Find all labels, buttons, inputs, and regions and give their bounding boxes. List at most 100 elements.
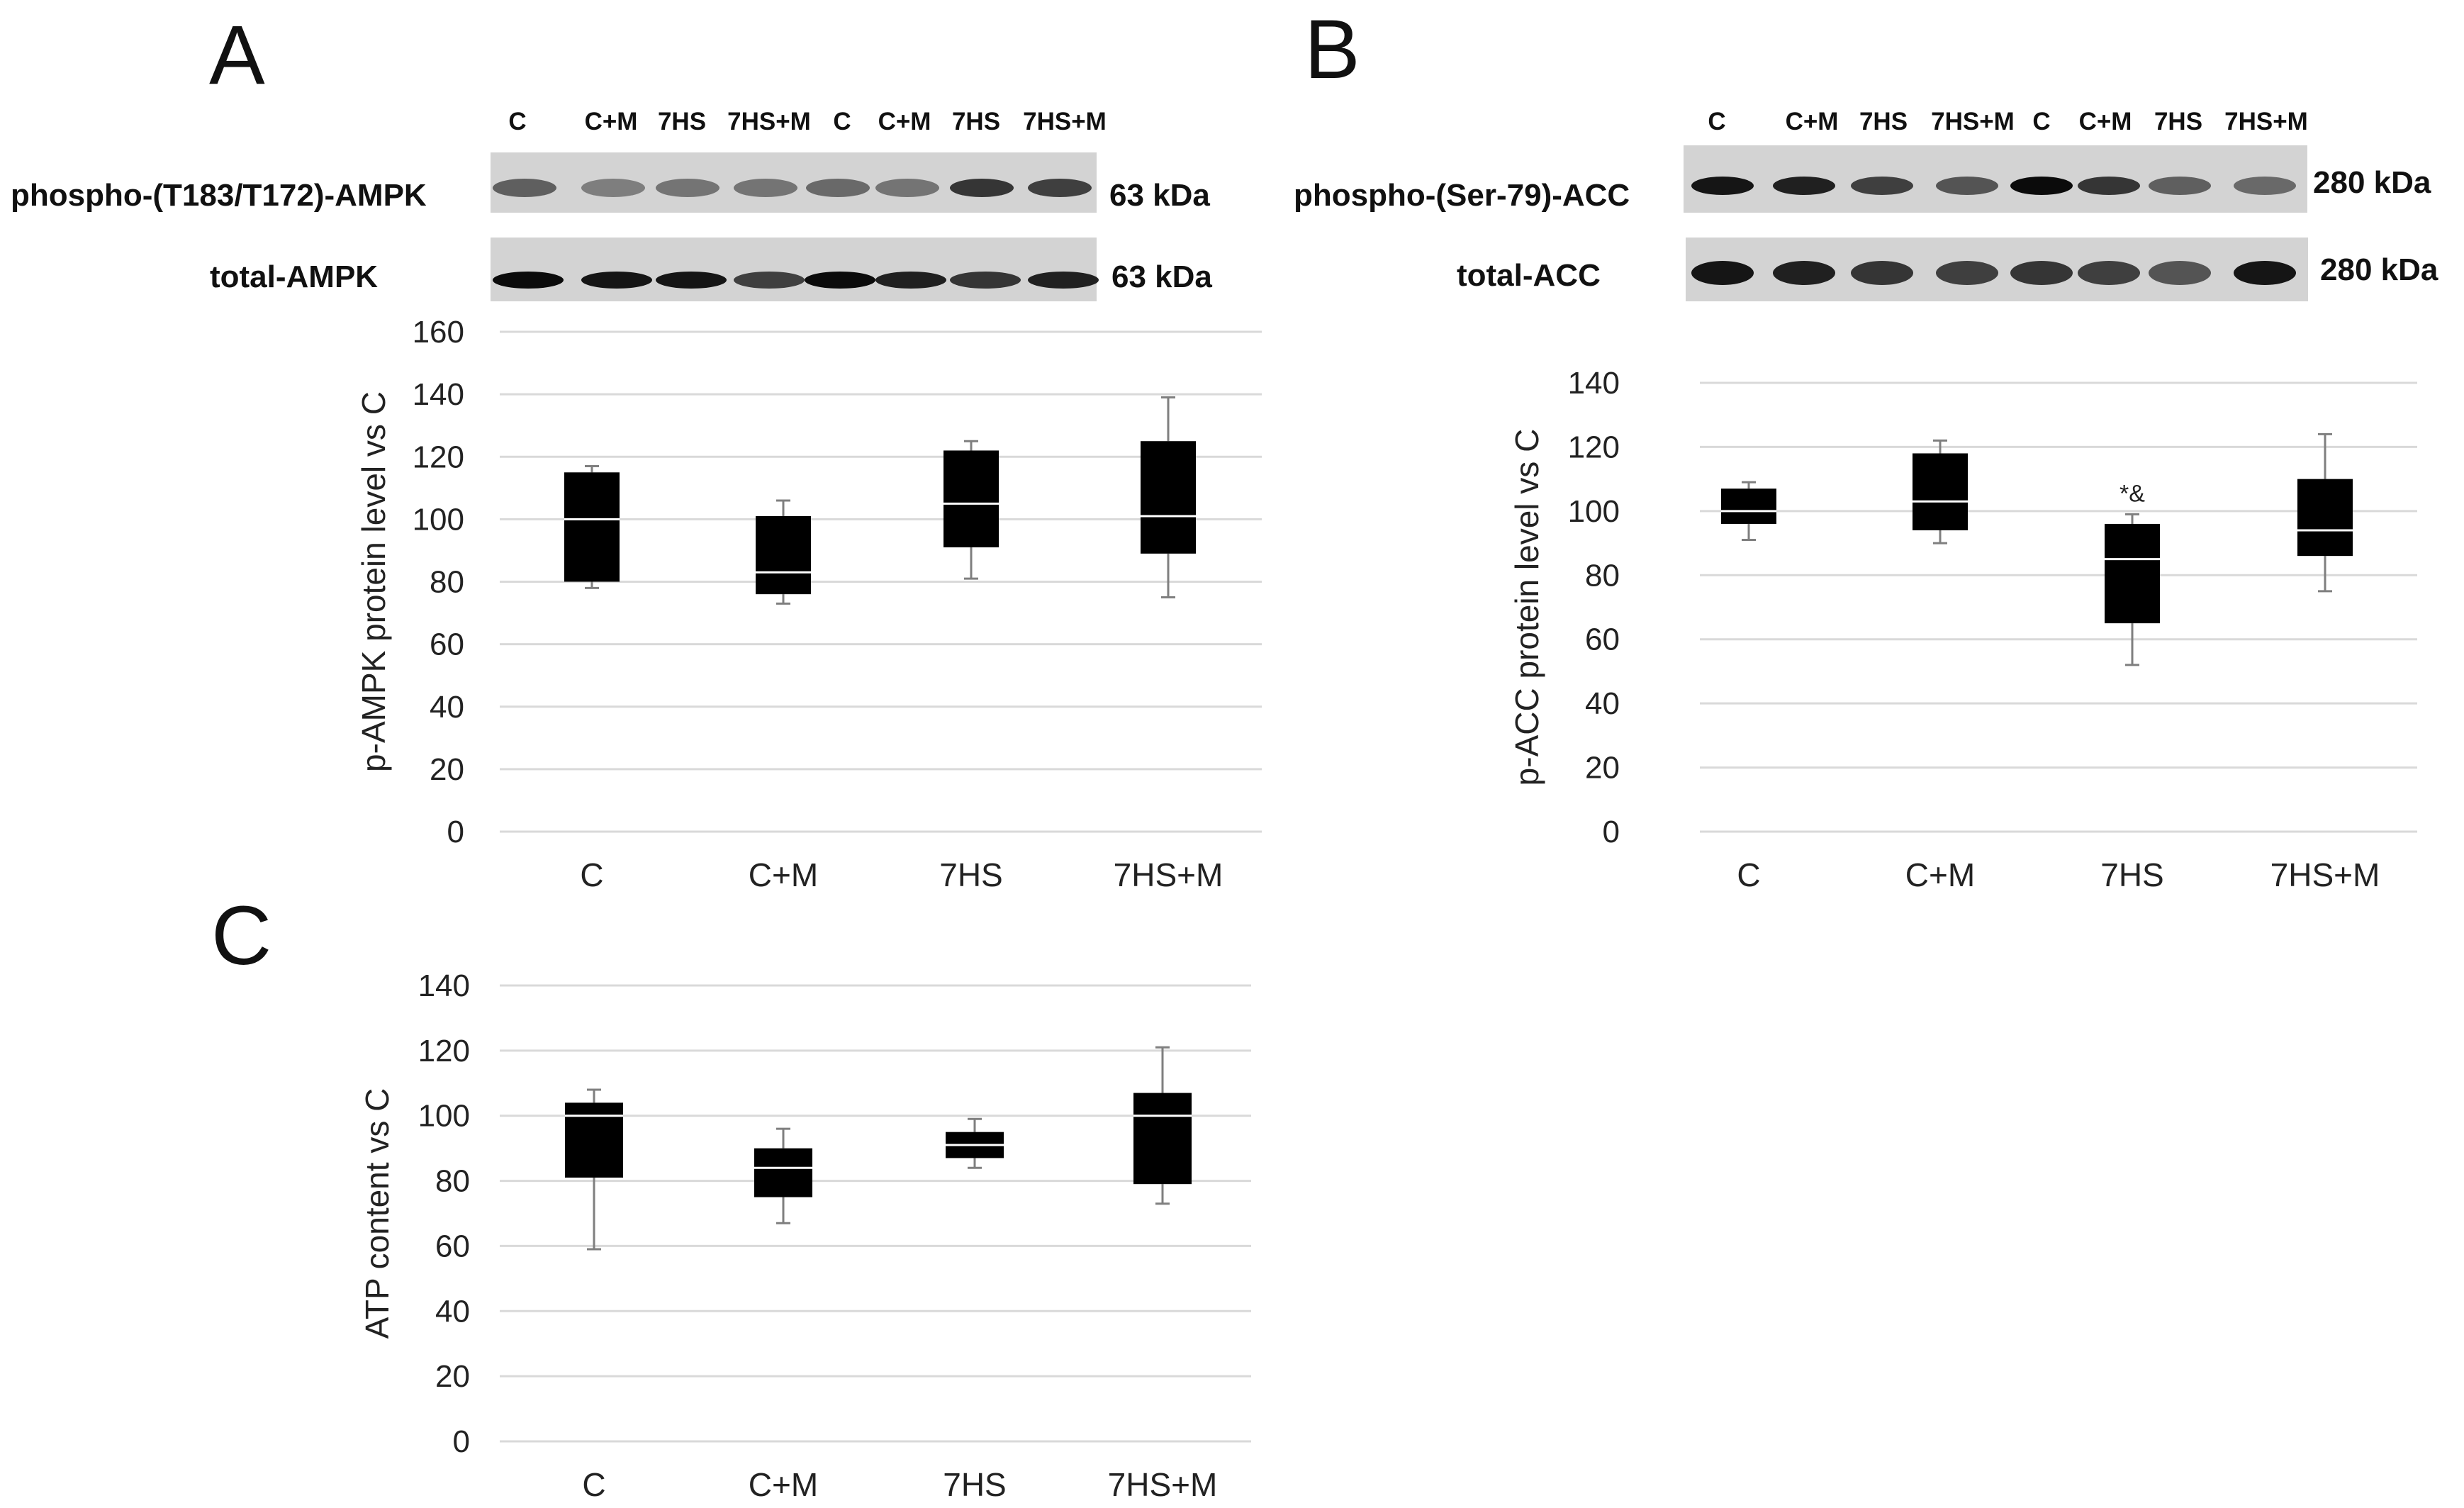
blot-band bbox=[1936, 261, 1998, 285]
blot-band bbox=[805, 272, 875, 289]
blot-band bbox=[656, 272, 727, 289]
panel-a-lane-labels: C C+M 7HS 7HS+M C C+M 7HS 7HS+M bbox=[508, 108, 1106, 135]
y-tick-label: 120 bbox=[1568, 430, 1620, 464]
lane-label: 7HS+M bbox=[1023, 108, 1107, 135]
blot-band bbox=[2010, 177, 2073, 195]
blot-band bbox=[950, 272, 1021, 289]
lane-label: C+M bbox=[1786, 108, 1839, 135]
chart-a: 0 20 40 60 80 100 120 140 160 p-AMPK protein leve… bbox=[355, 315, 1262, 893]
blot-band bbox=[2234, 177, 2296, 195]
box bbox=[1721, 488, 1776, 524]
blot-band bbox=[1936, 177, 1998, 195]
y-tick-label: 80 bbox=[1585, 558, 1620, 593]
lane-label: C bbox=[2032, 108, 2050, 135]
blot-kda-phospho-acc: 280 kDa bbox=[2313, 165, 2431, 200]
y-tick-label: 140 bbox=[413, 377, 464, 412]
significance-annotation: *& bbox=[2119, 480, 2145, 507]
y-tick-label: 100 bbox=[413, 502, 464, 537]
blot-band bbox=[875, 272, 946, 289]
blot-band bbox=[1691, 177, 1754, 195]
blot-band bbox=[2149, 177, 2211, 195]
blot-band bbox=[1028, 272, 1099, 289]
panel-c: C 0 20 40 60 80 100 120 140 ATP content vs C C C+M… bbox=[211, 889, 1251, 1503]
panel-b-lane-labels: C C+M 7HS 7HS+M C C+M 7HS 7HS+M bbox=[1708, 108, 2307, 135]
blot-kda-total-ampk: 63 kDa bbox=[1111, 259, 1212, 294]
chart-b: 0 20 40 60 80 100 120 140 p-ACC protein level vs… bbox=[1508, 366, 2417, 893]
y-tick-label: 60 bbox=[1585, 622, 1620, 657]
y-tick-label: 40 bbox=[430, 690, 464, 725]
x-category-label: C bbox=[582, 1466, 605, 1503]
y-tick-label: 40 bbox=[1585, 686, 1620, 721]
lane-label: 7HS+M bbox=[1931, 108, 2015, 135]
blot-band bbox=[2010, 261, 2073, 285]
panel-a: A C C+M 7HS 7HS+M C C+M 7HS 7HS+M phosph… bbox=[11, 9, 1262, 893]
blot-band bbox=[2078, 177, 2140, 195]
lane-label: 7HS bbox=[2154, 108, 2202, 135]
x-category-label: 7HS bbox=[943, 1466, 1006, 1503]
box bbox=[564, 472, 620, 582]
blot-band bbox=[1851, 261, 1913, 285]
lane-label: C bbox=[833, 108, 851, 135]
y-tick-label: 40 bbox=[435, 1294, 470, 1329]
blot-kda-phospho-ampk: 63 kDa bbox=[1109, 178, 1210, 213]
blot-band bbox=[1851, 177, 1913, 195]
y-tick-label: 100 bbox=[418, 1099, 470, 1134]
box bbox=[2105, 523, 2160, 624]
blot-label-total-acc: total-ACC bbox=[1457, 258, 1601, 293]
y-tick-label: 140 bbox=[418, 968, 470, 1003]
y-tick-label: 20 bbox=[430, 752, 464, 787]
x-category-label: 7HS+M bbox=[1108, 1466, 1218, 1503]
x-category-label: 7HS bbox=[2100, 856, 2163, 893]
box bbox=[756, 515, 811, 595]
panel-a-letter: A bbox=[209, 9, 265, 102]
y-tick-label: 60 bbox=[430, 627, 464, 662]
box bbox=[754, 1148, 812, 1197]
blot-kda-total-acc: 280 kDa bbox=[2320, 252, 2438, 287]
lane-label: 7HS bbox=[952, 108, 1000, 135]
blot-label-phospho-ampk: phospho-(T183/T172)-AMPK bbox=[11, 178, 427, 213]
y-tick-label: 60 bbox=[435, 1229, 470, 1263]
y-tick-label: 120 bbox=[418, 1034, 470, 1068]
blot-image-total-ampk bbox=[491, 238, 1099, 301]
chart-c: 0 20 40 60 80 100 120 140 ATP content vs C C C+M 7H… bbox=[359, 968, 1251, 1503]
lane-label: C bbox=[508, 108, 526, 135]
blot-band bbox=[2149, 261, 2211, 285]
x-category-label: C+M bbox=[1905, 856, 1975, 893]
blot-band bbox=[1028, 179, 1092, 197]
blot-band bbox=[734, 272, 805, 289]
panel-b-letter: B bbox=[1304, 3, 1360, 96]
blot-band bbox=[656, 179, 719, 197]
lane-label: C+M bbox=[878, 108, 931, 135]
box bbox=[1141, 441, 1196, 554]
box bbox=[2297, 479, 2353, 557]
y-axis-label: p-ACC protein level vs C bbox=[1508, 429, 1545, 786]
lane-label: 7HS bbox=[658, 108, 706, 135]
panel-b: B C C+M 7HS 7HS+M C C+M 7HS 7HS+M phosph… bbox=[1294, 3, 2438, 893]
blot-image-total-acc bbox=[1686, 238, 2308, 301]
blot-band bbox=[806, 179, 870, 197]
box bbox=[565, 1102, 623, 1178]
blot-band bbox=[581, 179, 645, 197]
x-category-label: C bbox=[580, 856, 603, 893]
blot-band bbox=[734, 179, 797, 197]
y-axis-label: ATP content vs C bbox=[359, 1088, 396, 1339]
blot-image-phospho-acc bbox=[1684, 145, 2307, 213]
blot-band bbox=[1691, 261, 1754, 285]
lane-label: C bbox=[1708, 108, 1725, 135]
panel-c-letter: C bbox=[211, 889, 271, 983]
blot-band bbox=[1773, 177, 1835, 195]
blot-band bbox=[950, 179, 1014, 197]
box bbox=[1133, 1093, 1192, 1185]
y-tick-label: 160 bbox=[413, 315, 464, 350]
blot-band bbox=[875, 179, 939, 197]
blot-band bbox=[2234, 261, 2296, 285]
x-category-label: 7HS+M bbox=[1114, 856, 1223, 893]
y-tick-label: 0 bbox=[447, 815, 464, 849]
blot-label-phospho-acc: phospho-(Ser-79)-ACC bbox=[1294, 178, 1630, 213]
box bbox=[1913, 453, 1968, 530]
lane-label: C+M bbox=[585, 108, 638, 135]
y-tick-label: 20 bbox=[435, 1359, 470, 1394]
x-category-label: C+M bbox=[749, 856, 818, 893]
lane-label: C+M bbox=[2079, 108, 2132, 135]
y-tick-label: 100 bbox=[1568, 494, 1620, 529]
